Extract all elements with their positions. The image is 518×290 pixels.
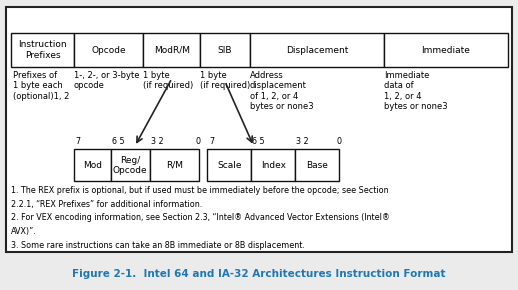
Text: Index: Index [261, 161, 286, 170]
Text: 2.2.1, “REX Prefixes” for additional information.: 2.2.1, “REX Prefixes” for additional inf… [11, 200, 203, 209]
Text: Address
displacement
of 1, 2, or 4
bytes or none3: Address displacement of 1, 2, or 4 bytes… [250, 71, 313, 111]
Bar [251, 149, 295, 181]
Text: Prefixes of
1 byte each
(optional)1, 2: Prefixes of 1 byte each (optional)1, 2 [13, 71, 69, 101]
Text: 1 byte
(if required): 1 byte (if required) [143, 71, 194, 90]
Text: 1-, 2-, or 3-byte
opcode: 1-, 2-, or 3-byte opcode [74, 71, 139, 90]
Bar [295, 149, 339, 181]
Bar [74, 33, 143, 67]
Text: Instruction
Prefixes: Instruction Prefixes [18, 40, 67, 60]
Text: 1. The REX prefix is optional, but if used must be immediately before the opcode: 1. The REX prefix is optional, but if us… [11, 186, 389, 195]
Text: 3 2: 3 2 [296, 137, 309, 146]
Text: 0: 0 [196, 137, 201, 146]
Text: Figure 2-1.  Intel 64 and IA-32 Architectures Instruction Format: Figure 2-1. Intel 64 and IA-32 Architect… [72, 269, 446, 279]
Bar [384, 33, 508, 67]
Text: Reg/
Opcode: Reg/ Opcode [113, 156, 148, 175]
Text: 1 byte
(if required): 1 byte (if required) [200, 71, 251, 90]
Text: Immediate
data of
1, 2, or 4
bytes or none3: Immediate data of 1, 2, or 4 bytes or no… [384, 71, 448, 111]
Text: 6 5: 6 5 [112, 137, 124, 146]
Text: Base: Base [306, 161, 328, 170]
Text: Immediate: Immediate [422, 46, 470, 55]
Bar [150, 149, 199, 181]
Bar [6, 7, 512, 252]
Bar [143, 33, 200, 67]
Text: 7: 7 [76, 137, 81, 146]
Bar [200, 33, 250, 67]
Text: Displacement: Displacement [286, 46, 348, 55]
Text: SIB: SIB [218, 46, 232, 55]
Text: Opcode: Opcode [91, 46, 126, 55]
Bar [250, 33, 384, 67]
Text: ModR/M: ModR/M [154, 46, 190, 55]
Text: AVX)”.: AVX)”. [11, 227, 37, 236]
Text: 0: 0 [336, 137, 341, 146]
Text: 3 2: 3 2 [151, 137, 163, 146]
Text: Scale: Scale [217, 161, 241, 170]
Text: 2. For VEX encoding information, see Section 2.3, “Intel® Advanced Vector Extens: 2. For VEX encoding information, see Sec… [11, 213, 390, 222]
Bar [111, 149, 150, 181]
Text: 6 5: 6 5 [252, 137, 265, 146]
Text: R/M: R/M [166, 161, 183, 170]
Text: 3. Some rare instructions can take an 8B immediate or 8B displacement.: 3. Some rare instructions can take an 8B… [11, 241, 305, 250]
Bar [74, 149, 111, 181]
Bar [11, 33, 74, 67]
Text: Mod: Mod [83, 161, 102, 170]
Bar [207, 149, 251, 181]
Text: 7: 7 [209, 137, 214, 146]
